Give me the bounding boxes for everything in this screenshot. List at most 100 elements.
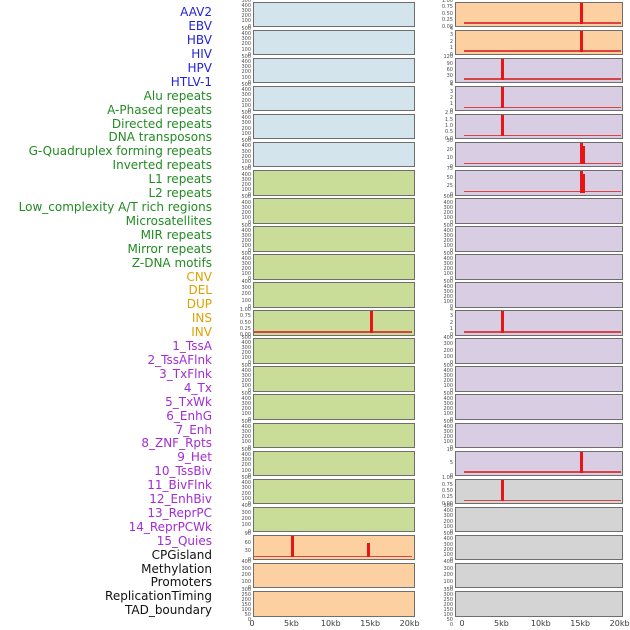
y-axis-ticks: 300 250 200 150 100 50 0 [221,588,251,623]
y-tick-label: 500 [241,447,251,454]
y-tick-label: 400 [443,559,453,566]
y-tick-label: 0 [247,388,251,395]
track-panel [253,590,415,617]
y-tick-label: 0 [449,388,453,395]
y-tick-label: 0 [247,248,251,255]
y-tick-label: 400 [443,255,453,262]
y-tick-label: 400 [443,396,453,403]
y-tick-label: 0.00 [441,500,453,507]
y-tick-label: 0.25 [441,494,453,501]
y-tick-label: 200 [443,406,453,413]
y-tick-label: 120 [443,54,453,61]
y-tick-label: 500 [241,362,251,369]
y-tick-label: 200 [241,291,251,298]
feature-label: CPGisland [151,547,212,562]
y-tick-label: 100 [443,214,453,221]
signal-spike [583,174,586,193]
y-tick-label: 100 [241,158,251,165]
y-tick-label: 2 [449,94,453,101]
y-tick-label: 0 [247,528,251,535]
track-panel [455,338,623,364]
feature-label: HIV [191,47,212,62]
y-tick-label: 500 [443,531,453,538]
track-panel [455,534,623,561]
y-tick-label: 0 [449,444,453,451]
y-tick-label: 400 [241,199,251,206]
signal-spike [579,2,583,25]
y-tick-label: 0.5 [445,129,453,136]
y-tick-label: 30 [446,138,453,145]
y-tick-label: 0.00 [239,332,251,339]
y-tick-label: 4 [449,82,453,89]
y-tick-label: 400 [443,508,453,515]
y-tick-label: 300 [241,204,251,211]
y-tick-label: 50 [446,174,453,181]
y-axis-ticks: 500 400 300 200 100 0 [423,391,453,423]
y-tick-label: 1.0 [445,123,453,130]
y-tick-label: 10 [446,155,453,162]
signal-baseline [463,331,621,333]
y-tick-label: 400 [443,368,453,375]
y-tick-label: 0 [449,304,453,311]
y-tick-label: 200 [241,153,251,160]
track-panel [253,366,415,392]
y-axis-ticks: 500 400 300 200 100 0 [423,420,453,451]
y-axis-ticks: 500 400 300 200 100 0 [221,223,251,255]
signal-baseline [463,499,621,502]
y-tick-label: 100 [241,355,251,362]
feature-label: 14_ReprPCWk [128,519,212,534]
y-tick-label: 300 [443,204,453,211]
y-tick-label: 200 [443,347,453,354]
y-tick-label: 200 [241,597,251,604]
feature-label: 4_Tx [183,380,212,395]
feature-label: AAV2 [180,5,212,20]
y-axis-ticks: 90 60 30 0 [221,532,251,563]
y-tick-label: 0.75 [441,4,453,11]
y-tick-label: 1.00 [441,0,453,4]
y-tick-label: 200 [443,602,453,609]
y-tick-label: 0 [247,472,251,479]
y-tick-label: 300 [241,509,251,516]
feature-label: HBV [186,33,212,48]
y-tick-label: 2 [449,38,453,45]
y-tick-label: 500 [443,250,453,257]
y-tick-label: 100 [443,354,453,360]
feature-label: 2_TssAFlnk [147,352,212,367]
track-panel [253,506,415,533]
y-tick-label: 1.00 [441,475,453,482]
track-panel [455,478,623,505]
track-panel [253,1,415,28]
y-tick-label: 100 [241,102,251,109]
x-tick-label: 0 [459,619,465,628]
y-tick-label: 90 [446,60,453,67]
y-tick-label: 0.50 [239,319,251,326]
signal-spike [369,311,373,333]
y-tick-label: 0.00 [441,23,453,30]
y-axis-ticks: 500 400 300 200 100 0 [423,223,453,255]
y-tick-label: 25 [446,183,453,190]
y-tick-label: 200 [443,294,453,301]
y-tick-label: 0 [449,622,453,629]
signal-baseline [254,555,412,558]
y-tick-label: 0 [449,79,453,86]
y-axis-ticks: 500 400 300 200 100 0 [221,167,251,198]
feature-label: 8_ZNF_Rpts [141,436,212,451]
y-tick-label: 250 [443,597,453,604]
y-axis-ticks: 500 400 300 200 100 0 [423,363,453,395]
y-tick-label: 10 [446,447,453,454]
y-tick-label: 1 [449,101,453,108]
y-tick-label: 500 [443,419,453,426]
y-tick-label: 400 [241,503,251,510]
y-tick-label: 400 [443,334,453,341]
y-tick-label: 0 [449,192,453,198]
feature-label: Mirror repeats [127,241,212,256]
y-tick-label: 300 [443,592,453,599]
y-tick-label: 500 [241,110,251,117]
y-tick-label: 100 [241,271,251,278]
signal-baseline [463,22,621,24]
y-tick-label: 200 [241,490,251,497]
y-tick-label: 200 [241,350,251,357]
y-tick-label: 100 [241,607,251,614]
signal-spike [579,451,583,474]
y-tick-label: 200 [241,378,251,385]
